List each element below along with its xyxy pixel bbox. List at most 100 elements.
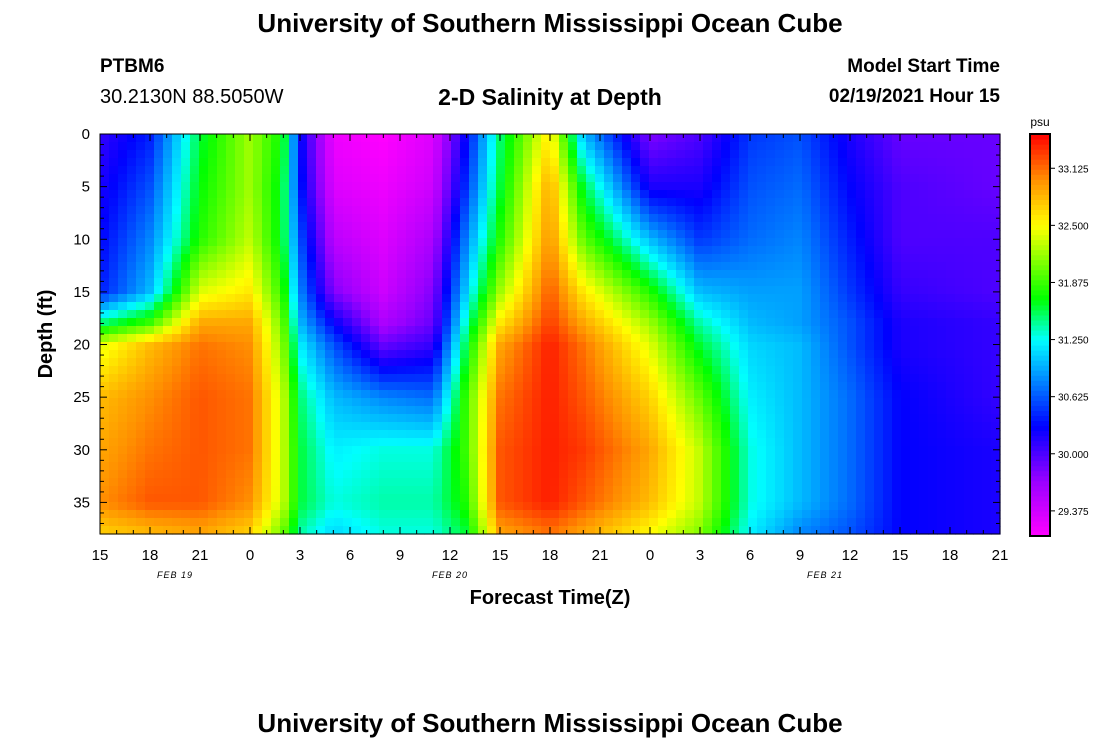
heatmap-cell	[154, 254, 164, 263]
heatmap-cell	[910, 366, 920, 375]
heatmap-cell	[739, 206, 749, 215]
heatmap-cell	[289, 310, 299, 319]
heatmap-cell	[424, 478, 434, 487]
heatmap-cell	[631, 278, 641, 287]
heatmap-cell	[469, 286, 479, 295]
heatmap-cell	[109, 470, 119, 479]
heatmap-cell	[244, 526, 254, 535]
heatmap-cell	[280, 294, 290, 303]
heatmap-cell	[793, 462, 803, 471]
heatmap-cell	[388, 446, 398, 455]
heatmap-cell	[775, 230, 785, 239]
heatmap-cell	[208, 406, 218, 415]
heatmap-cell	[658, 278, 668, 287]
heatmap-cell	[487, 334, 497, 343]
heatmap-cell	[784, 422, 794, 431]
heatmap-cell	[118, 262, 128, 271]
heatmap-cell	[811, 310, 821, 319]
heatmap-cell	[190, 374, 200, 383]
heatmap-cell	[487, 278, 497, 287]
heatmap-cell	[541, 142, 551, 151]
heatmap-cell	[829, 326, 839, 335]
heatmap-cell	[766, 470, 776, 479]
heatmap-cell	[379, 318, 389, 327]
heatmap-cell	[451, 446, 461, 455]
heatmap-cell	[433, 494, 443, 503]
heatmap-cell	[100, 430, 110, 439]
heatmap-cell	[847, 358, 857, 367]
heatmap-cell	[496, 478, 506, 487]
heatmap-cell	[424, 326, 434, 335]
heatmap-cell	[892, 222, 902, 231]
heatmap-cell	[712, 478, 722, 487]
heatmap-cell	[946, 198, 956, 207]
heatmap-cell	[244, 350, 254, 359]
heatmap-cell	[991, 382, 1001, 391]
heatmap-cell	[892, 518, 902, 527]
heatmap-cell	[253, 502, 263, 511]
heatmap-cell	[541, 518, 551, 527]
heatmap-cell	[577, 238, 587, 247]
heatmap-cell	[649, 214, 659, 223]
heatmap-cell	[613, 374, 623, 383]
heatmap-cell	[289, 230, 299, 239]
heatmap-cell	[487, 262, 497, 271]
heatmap-cell	[244, 238, 254, 247]
heatmap-cell	[640, 518, 650, 527]
heatmap-cell	[703, 414, 713, 423]
heatmap-cell	[631, 222, 641, 231]
heatmap-cell	[955, 222, 965, 231]
heatmap-cell	[370, 510, 380, 519]
heatmap-cell	[217, 174, 227, 183]
heatmap-cell	[973, 182, 983, 191]
heatmap-cell	[802, 142, 812, 151]
heatmap-cell	[784, 462, 794, 471]
heatmap-cell	[622, 358, 632, 367]
heatmap-cell	[829, 214, 839, 223]
heatmap-cell	[604, 158, 614, 167]
heatmap-cell	[676, 134, 686, 143]
heatmap-cell	[280, 438, 290, 447]
heatmap-cell	[928, 318, 938, 327]
heatmap-cell	[487, 182, 497, 191]
heatmap-cell	[811, 198, 821, 207]
heatmap-cell	[964, 462, 974, 471]
heatmap-cell	[577, 254, 587, 263]
heatmap-cell	[910, 414, 920, 423]
heatmap-cell	[721, 486, 731, 495]
heatmap-cell	[442, 478, 452, 487]
heatmap-cell	[514, 406, 524, 415]
heatmap-cell	[136, 342, 146, 351]
heatmap-cell	[820, 486, 830, 495]
heatmap-cell	[136, 350, 146, 359]
heatmap-cell	[676, 294, 686, 303]
heatmap-cell	[946, 398, 956, 407]
heatmap-cell	[883, 390, 893, 399]
heatmap-cell	[577, 350, 587, 359]
heatmap-cell	[100, 150, 110, 159]
heatmap-cell	[118, 350, 128, 359]
heatmap-cell	[343, 214, 353, 223]
heatmap-cell	[577, 286, 587, 295]
heatmap-cell	[811, 222, 821, 231]
heatmap-cell	[586, 206, 596, 215]
heatmap-cell	[469, 206, 479, 215]
heatmap-cell	[253, 302, 263, 311]
heatmap-cell	[829, 270, 839, 279]
heatmap-cell	[919, 334, 929, 343]
heatmap-cell	[343, 334, 353, 343]
heatmap-cell	[559, 198, 569, 207]
heatmap-cell	[766, 438, 776, 447]
heatmap-cell	[775, 486, 785, 495]
heatmap-cell	[262, 374, 272, 383]
heatmap-cell	[280, 206, 290, 215]
heatmap-cell	[703, 286, 713, 295]
heatmap-cell	[109, 318, 119, 327]
heatmap-cell	[334, 142, 344, 151]
heatmap-cell	[433, 254, 443, 263]
heatmap-cell	[883, 438, 893, 447]
heatmap-cell	[757, 398, 767, 407]
heatmap-cell	[829, 294, 839, 303]
heatmap-cell	[190, 382, 200, 391]
heatmap-cell	[487, 302, 497, 311]
